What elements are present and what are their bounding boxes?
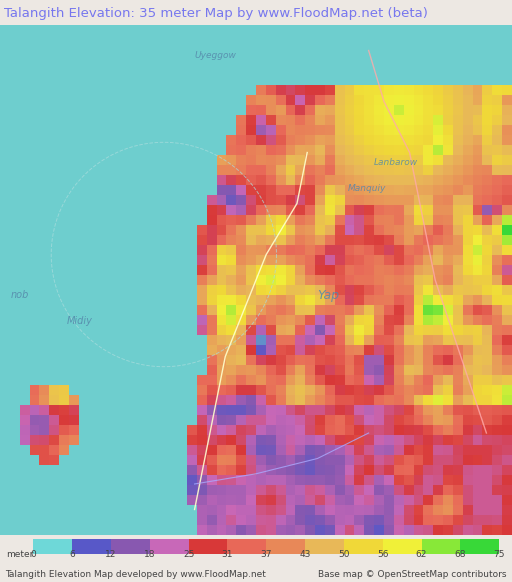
Text: 37: 37 xyxy=(261,550,272,559)
Text: 68: 68 xyxy=(455,550,466,559)
Text: Yap: Yap xyxy=(317,289,339,302)
Text: nob: nob xyxy=(10,290,29,300)
Text: 50: 50 xyxy=(338,550,350,559)
Bar xyxy=(460,540,499,554)
Text: 75: 75 xyxy=(494,550,505,559)
Text: Lanbarow: Lanbarow xyxy=(374,158,418,167)
Text: 0: 0 xyxy=(30,550,36,559)
Text: 12: 12 xyxy=(105,550,117,559)
Text: Base map © OpenStreetMap contributors: Base map © OpenStreetMap contributors xyxy=(318,570,507,579)
Text: meter: meter xyxy=(6,550,33,559)
Bar xyxy=(383,540,421,554)
Text: Talangith Elevation: 35 meter Map by www.FloodMap.net (beta): Talangith Elevation: 35 meter Map by www… xyxy=(4,7,428,20)
Text: 18: 18 xyxy=(144,550,156,559)
Bar xyxy=(421,540,460,554)
Bar xyxy=(33,540,72,554)
Text: Midiy: Midiy xyxy=(67,316,93,326)
Bar xyxy=(266,540,305,554)
Bar xyxy=(150,540,188,554)
Text: 31: 31 xyxy=(222,550,233,559)
Text: 62: 62 xyxy=(416,550,427,559)
Text: Manquiy: Manquiy xyxy=(348,184,387,193)
Text: Talangith Elevation Map developed by www.FloodMap.net: Talangith Elevation Map developed by www… xyxy=(5,570,266,579)
Text: Uyeggow: Uyeggow xyxy=(195,51,237,60)
Bar xyxy=(227,540,266,554)
Text: 56: 56 xyxy=(377,550,389,559)
Bar xyxy=(305,540,344,554)
Bar xyxy=(188,540,227,554)
Bar xyxy=(72,540,111,554)
Bar xyxy=(344,540,383,554)
Text: 43: 43 xyxy=(300,550,311,559)
Bar xyxy=(111,540,150,554)
Text: 25: 25 xyxy=(183,550,194,559)
Text: 6: 6 xyxy=(69,550,75,559)
